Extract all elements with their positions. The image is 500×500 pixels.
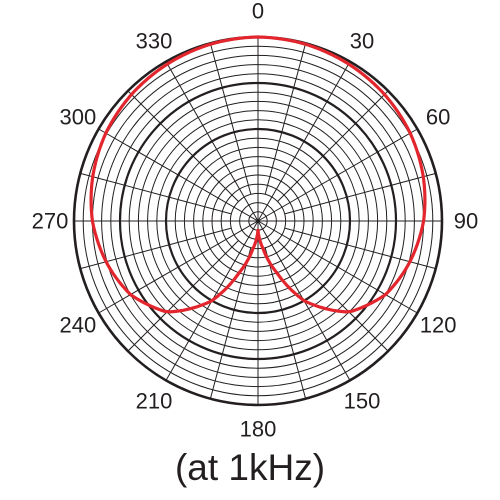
angle-spoke: [80, 172, 232, 215]
angle-spoke: [127, 240, 239, 352]
angle-spoke: [127, 90, 239, 202]
angle-tick-labels: 0 30 60 90 120 150 180 210 240 270 300 330: [32, 0, 479, 442]
angle-spoke: [284, 172, 436, 215]
angle-spoke: [277, 90, 389, 202]
angle-tick-label: 240: [60, 313, 97, 338]
angle-tick-label: 120: [420, 313, 457, 338]
angle-tick-label: 60: [426, 105, 450, 130]
angle-tick-label: 90: [454, 209, 478, 234]
angle-spoke: [264, 43, 307, 195]
angle-spoke: [209, 43, 252, 195]
angle-spoke: [257, 128, 418, 222]
angle-tick-label: 210: [136, 389, 173, 414]
angle-spoke: [277, 240, 389, 352]
angle-tick-label: 270: [32, 209, 69, 234]
angle-spoke: [257, 61, 351, 222]
angle-spoke: [257, 220, 418, 314]
angle-tick-label: 180: [240, 417, 277, 442]
angle-grid: [74, 37, 442, 405]
angle-tick-label: 0: [252, 0, 264, 24]
angle-tick-label: 150: [344, 389, 381, 414]
angle-tick-label: 300: [60, 105, 97, 130]
angle-spoke: [264, 247, 307, 399]
angle-spoke: [209, 247, 252, 399]
polar-curve-group: [89, 35, 427, 314]
chart-caption: (at 1kHz): [174, 447, 326, 488]
angle-spoke: [98, 220, 259, 314]
angle-spoke: [98, 128, 259, 222]
polar-pattern-chart: 0 30 60 90 120 150 180 210 240 270 300 330: [32, 0, 479, 442]
angle-spoke: [165, 61, 259, 222]
pattern-curve: [89, 35, 427, 314]
angle-tick-label: 30: [350, 28, 374, 53]
angle-tick-label: 330: [136, 28, 173, 53]
